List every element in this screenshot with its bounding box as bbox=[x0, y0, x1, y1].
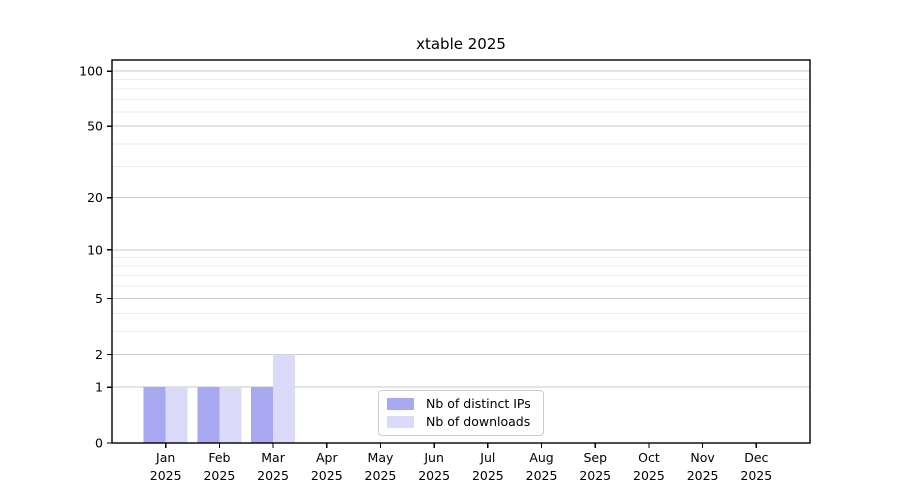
x-axis-tick-label: Jan bbox=[155, 450, 175, 465]
x-axis-tick-label: 2025 bbox=[257, 468, 289, 483]
bar-distinct-ips bbox=[143, 387, 166, 443]
x-axis-tick-label: 2025 bbox=[203, 468, 235, 483]
y-axis-tick-label: 10 bbox=[87, 242, 103, 257]
x-axis-tick-label: Mar bbox=[261, 450, 285, 465]
x-axis-tick-label: 2025 bbox=[579, 468, 611, 483]
x-axis-tick-label: 2025 bbox=[418, 468, 450, 483]
y-axis-tick-label: 100 bbox=[79, 64, 103, 79]
bar-downloads bbox=[273, 354, 296, 443]
x-axis-tick-label: Jun bbox=[423, 450, 444, 465]
legend-swatch-downloads bbox=[387, 415, 414, 428]
y-axis-tick-label: 20 bbox=[87, 190, 103, 205]
x-axis-tick-label: 2025 bbox=[740, 468, 772, 483]
plot-frame bbox=[111, 59, 811, 444]
x-axis-tick-label: Feb bbox=[208, 450, 230, 465]
bar-downloads bbox=[165, 387, 188, 443]
x-axis-tick-label: 2025 bbox=[150, 468, 182, 483]
y-axis-tick-label: 2 bbox=[95, 347, 103, 362]
bar-distinct-ips bbox=[251, 387, 274, 443]
x-axis-tick-label: Sep bbox=[583, 450, 607, 465]
y-axis-tick-label: 50 bbox=[87, 119, 103, 134]
x-axis-tick-label: Oct bbox=[638, 450, 660, 465]
x-axis-tick-label: 2025 bbox=[687, 468, 719, 483]
x-axis-tick-label: Aug bbox=[529, 450, 553, 465]
x-axis-tick-label: 2025 bbox=[633, 468, 665, 483]
legend-label-downloads: Nb of downloads bbox=[426, 413, 531, 429]
y-axis-tick-label: 1 bbox=[95, 380, 103, 395]
x-axis-tick-label: Jul bbox=[479, 450, 495, 465]
x-axis-tick-label: 2025 bbox=[311, 468, 343, 483]
chart-title: xtable 2025 bbox=[416, 35, 506, 53]
x-axis-tick-label: 2025 bbox=[472, 468, 504, 483]
x-axis-tick-label: Nov bbox=[690, 450, 715, 465]
x-axis-tick-label: 2025 bbox=[526, 468, 558, 483]
bar-downloads bbox=[219, 387, 242, 443]
y-axis-tick-label: 5 bbox=[95, 291, 103, 306]
x-axis-tick-label: Dec bbox=[744, 450, 768, 465]
legend-swatch-distinct-ips bbox=[387, 398, 414, 411]
legend-item-distinct-ips: Nb of distinct IPs bbox=[387, 396, 535, 412]
y-axis-tick-label: 0 bbox=[95, 436, 103, 451]
x-axis-tick-label: Apr bbox=[316, 450, 338, 465]
bar-distinct-ips bbox=[197, 387, 220, 443]
x-axis-tick-label: 2025 bbox=[365, 468, 397, 483]
legend: Nb of distinct IPs Nb of downloads bbox=[378, 390, 544, 436]
legend-item-downloads: Nb of downloads bbox=[387, 413, 535, 429]
x-axis-tick-label: May bbox=[368, 450, 394, 465]
legend-label-distinct-ips: Nb of distinct IPs bbox=[426, 396, 531, 412]
